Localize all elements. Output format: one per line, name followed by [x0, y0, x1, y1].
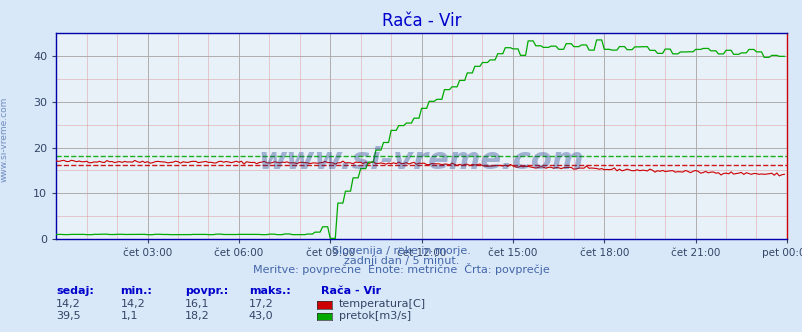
Text: www.si-vreme.com: www.si-vreme.com [258, 146, 584, 175]
Text: 14,2: 14,2 [56, 299, 81, 309]
Text: povpr.:: povpr.: [184, 286, 228, 296]
Title: Rača - Vir: Rača - Vir [381, 12, 461, 30]
Text: zadnji dan / 5 minut.: zadnji dan / 5 minut. [343, 256, 459, 266]
Text: 14,2: 14,2 [120, 299, 145, 309]
Text: maks.:: maks.: [249, 286, 290, 296]
Text: 39,5: 39,5 [56, 311, 81, 321]
Text: Meritve: povprečne  Enote: metrične  Črta: povprečje: Meritve: povprečne Enote: metrične Črta:… [253, 263, 549, 275]
Text: www.si-vreme.com: www.si-vreme.com [0, 97, 9, 182]
Text: sedaj:: sedaj: [56, 286, 94, 296]
Text: Rača - Vir: Rača - Vir [321, 286, 381, 296]
Text: 1,1: 1,1 [120, 311, 138, 321]
Text: pretok[m3/s]: pretok[m3/s] [338, 311, 411, 321]
Text: Slovenija / reke in morje.: Slovenija / reke in morje. [332, 246, 470, 256]
Text: min.:: min.: [120, 286, 152, 296]
Text: 17,2: 17,2 [249, 299, 273, 309]
Text: temperatura[C]: temperatura[C] [338, 299, 425, 309]
Text: 43,0: 43,0 [249, 311, 273, 321]
Text: 18,2: 18,2 [184, 311, 209, 321]
Text: 16,1: 16,1 [184, 299, 209, 309]
